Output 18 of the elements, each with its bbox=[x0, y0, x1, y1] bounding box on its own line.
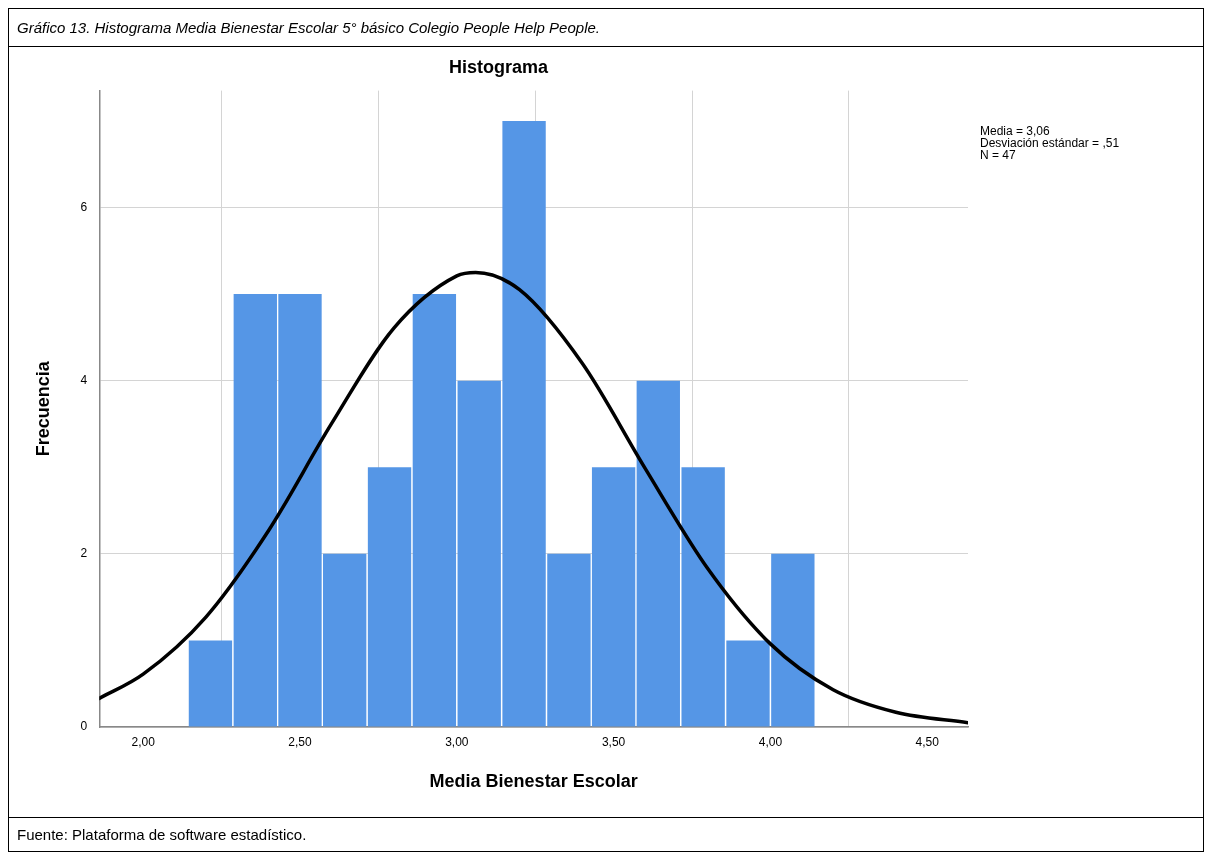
y-axis-title: Frecuencia bbox=[32, 360, 53, 457]
text: Media = 3,06 bbox=[980, 123, 1051, 138]
x-tick-label: 2,00 bbox=[131, 734, 156, 749]
chart-title: Histograma bbox=[448, 56, 549, 77]
text: N = 47 bbox=[980, 147, 1017, 162]
source-note: Fuente: Plataforma de software estadístico. bbox=[16, 825, 308, 845]
y-tick-label: 6 bbox=[80, 199, 88, 214]
text: Gráfico 13. Histograma Media Bienestar Escolar 5° básico Colegio People Help People. bbox=[9, 9, 1203, 47]
text: Desviación estándar = ,51 bbox=[980, 135, 1120, 150]
y-tick-label: 0 bbox=[80, 719, 88, 734]
y-tick-label: 2 bbox=[80, 546, 88, 561]
x-tick-label: 2,50 bbox=[288, 734, 312, 749]
x-tick-label: 3,00 bbox=[445, 734, 469, 749]
x-axis-title: Media Bienestar Escolar bbox=[429, 771, 638, 792]
y-tick-label: 4 bbox=[80, 372, 88, 387]
x-tick-label: 3,50 bbox=[601, 734, 626, 749]
x-tick-label: 4,50 bbox=[915, 734, 940, 749]
x-tick-label: 4,00 bbox=[758, 734, 783, 749]
